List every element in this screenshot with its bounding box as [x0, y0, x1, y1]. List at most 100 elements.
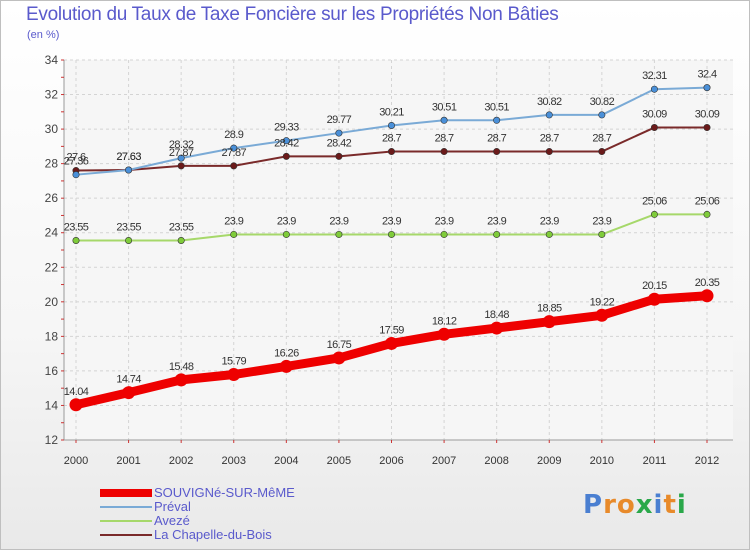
data-label-aveze: 23.9 [435, 215, 454, 227]
data-point-aveze [545, 230, 553, 238]
data-label-aveze: 23.9 [277, 215, 296, 227]
data-label-preval: 30.82 [537, 96, 562, 108]
logo-letter: x [635, 490, 654, 520]
legend-item-chapelle: La Chapelle-du-Bois [100, 528, 295, 542]
legend-label-aveze: Avezé [154, 513, 190, 528]
data-label-preval: 27.36 [64, 156, 89, 168]
data-label-preval: 32.4 [697, 69, 716, 81]
data-point-chapelle [650, 124, 658, 132]
x-tick-label: 2009 [537, 455, 561, 467]
data-point-aveze [650, 210, 658, 218]
data-label-chapelle: 28.42 [274, 137, 299, 149]
legend-swatch-preval [100, 506, 152, 508]
data-label-preval: 29.77 [327, 114, 352, 126]
data-label-chapelle: 27.87 [221, 147, 246, 159]
legend-swatch-souvigne [100, 489, 152, 497]
y-tick-label: 32 [45, 88, 59, 102]
data-point-souvigne [700, 289, 714, 303]
y-tick-label: 16 [45, 364, 59, 378]
data-label-souvigne: 15.48 [169, 361, 194, 373]
legend-swatch-aveze [100, 520, 152, 522]
data-label-aveze: 23.55 [116, 222, 141, 234]
data-point-souvigne [122, 386, 136, 400]
x-tick-label: 2012 [695, 455, 719, 467]
logo-letter: P [583, 490, 604, 520]
data-point-chapelle [545, 148, 553, 156]
data-point-preval [230, 144, 238, 152]
data-point-souvigne [647, 292, 661, 306]
data-label-aveze: 23.55 [169, 222, 194, 234]
data-point-preval [650, 85, 658, 93]
data-label-chapelle: 28.7 [592, 133, 611, 145]
data-point-aveze [125, 237, 133, 245]
data-point-souvigne [227, 368, 241, 382]
logo-letter: t [663, 490, 677, 520]
data-label-souvigne: 20.15 [642, 280, 667, 292]
data-point-chapelle [493, 148, 501, 156]
data-point-aveze [335, 230, 343, 238]
data-label-aveze: 23.9 [224, 215, 243, 227]
logo-letter: i [676, 490, 687, 520]
data-label-chapelle: 30.09 [642, 109, 667, 121]
data-label-souvigne: 15.79 [221, 356, 246, 368]
x-tick-label: 2004 [274, 455, 298, 467]
data-point-preval [440, 116, 448, 124]
data-point-aveze [493, 230, 501, 238]
data-point-preval [177, 154, 185, 162]
x-tick-label: 2003 [222, 455, 246, 467]
data-point-preval [335, 129, 343, 137]
data-label-chapelle: 27.87 [169, 147, 194, 159]
legend-item-preval: Préval [100, 500, 295, 514]
data-point-souvigne [279, 359, 293, 373]
data-point-chapelle [703, 124, 711, 132]
data-label-chapelle: 28.7 [435, 133, 454, 145]
data-point-preval [703, 84, 711, 92]
legend-label-chapelle: La Chapelle-du-Bois [154, 527, 272, 542]
data-label-aveze: 23.9 [592, 215, 611, 227]
data-label-souvigne: 18.85 [537, 303, 562, 315]
data-point-preval [125, 166, 133, 174]
data-point-aveze [177, 237, 185, 245]
y-tick-label: 20 [45, 295, 59, 309]
x-tick-label: 2002 [169, 455, 193, 467]
data-label-preval: 29.33 [274, 122, 299, 134]
data-point-preval [598, 111, 606, 119]
legend: SOUVIGNé-SUR-MêME Préval Avezé La Chapel… [100, 486, 295, 542]
data-label-aveze: 23.9 [540, 215, 559, 227]
data-point-aveze [72, 237, 80, 245]
data-point-souvigne [69, 398, 83, 412]
data-label-souvigne: 18.48 [484, 309, 509, 321]
legend-label-preval: Préval [154, 499, 191, 514]
chart-subtitle: (en %) [27, 29, 60, 41]
data-point-chapelle [230, 162, 238, 170]
x-tick-label: 2007 [432, 455, 456, 467]
y-tick-label: 26 [45, 191, 59, 205]
data-point-chapelle [335, 152, 343, 160]
data-point-souvigne [542, 315, 556, 329]
y-tick-label: 34 [45, 53, 59, 67]
data-label-aveze: 23.9 [382, 215, 401, 227]
data-label-preval: 28.9 [224, 129, 243, 141]
data-label-chapelle: 28.42 [327, 137, 352, 149]
data-point-preval [545, 111, 553, 119]
legend-label-souvigne: SOUVIGNé-SUR-MêME [154, 485, 295, 500]
data-label-chapelle: 30.09 [695, 109, 720, 121]
x-tick-label: 2000 [64, 455, 88, 467]
data-point-souvigne [490, 321, 504, 335]
data-label-souvigne: 16.75 [327, 339, 352, 351]
legend-item-aveze: Avezé [100, 514, 295, 528]
data-point-preval [72, 171, 80, 179]
y-tick-label: 30 [45, 122, 59, 136]
data-label-souvigne: 14.74 [116, 374, 141, 386]
data-label-souvigne: 16.26 [274, 347, 299, 359]
data-point-souvigne [332, 351, 346, 365]
data-point-chapelle [177, 162, 185, 170]
data-label-preval: 30.82 [590, 96, 615, 108]
logo-letter: i [653, 490, 664, 520]
data-label-chapelle: 28.7 [382, 133, 401, 145]
y-tick-label: 12 [45, 433, 59, 447]
y-tick-label: 14 [45, 398, 59, 412]
data-label-souvigne: 19.22 [590, 296, 615, 308]
data-label-preval: 30.21 [379, 106, 404, 118]
x-tick-label: 2006 [379, 455, 403, 467]
